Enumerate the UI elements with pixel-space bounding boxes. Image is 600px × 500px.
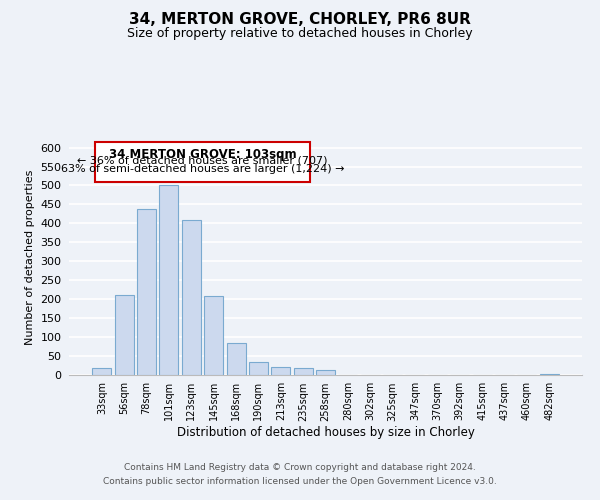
Text: Contains public sector information licensed under the Open Government Licence v3: Contains public sector information licen… [103,477,497,486]
X-axis label: Distribution of detached houses by size in Chorley: Distribution of detached houses by size … [176,426,475,439]
Text: 34 MERTON GROVE: 103sqm: 34 MERTON GROVE: 103sqm [109,148,296,160]
Bar [182,220,201,375]
Text: 34, MERTON GROVE, CHORLEY, PR6 8UR: 34, MERTON GROVE, CHORLEY, PR6 8UR [129,12,471,28]
Bar [539,374,559,375]
FancyBboxPatch shape [95,142,310,182]
Bar [227,343,245,375]
Bar [249,362,268,375]
Bar [204,296,223,375]
Text: ← 36% of detached houses are smaller (707): ← 36% of detached houses are smaller (70… [77,156,328,166]
Bar [92,368,112,375]
Bar [137,210,156,375]
Bar [293,368,313,375]
Text: Size of property relative to detached houses in Chorley: Size of property relative to detached ho… [127,28,473,40]
Y-axis label: Number of detached properties: Number of detached properties [25,170,35,345]
Text: 63% of semi-detached houses are larger (1,224) →: 63% of semi-detached houses are larger (… [61,164,344,174]
Bar [271,366,290,375]
Bar [316,370,335,375]
Bar [115,296,134,375]
Text: Contains HM Land Registry data © Crown copyright and database right 2024.: Contains HM Land Registry data © Crown c… [124,464,476,472]
Bar [160,184,178,375]
